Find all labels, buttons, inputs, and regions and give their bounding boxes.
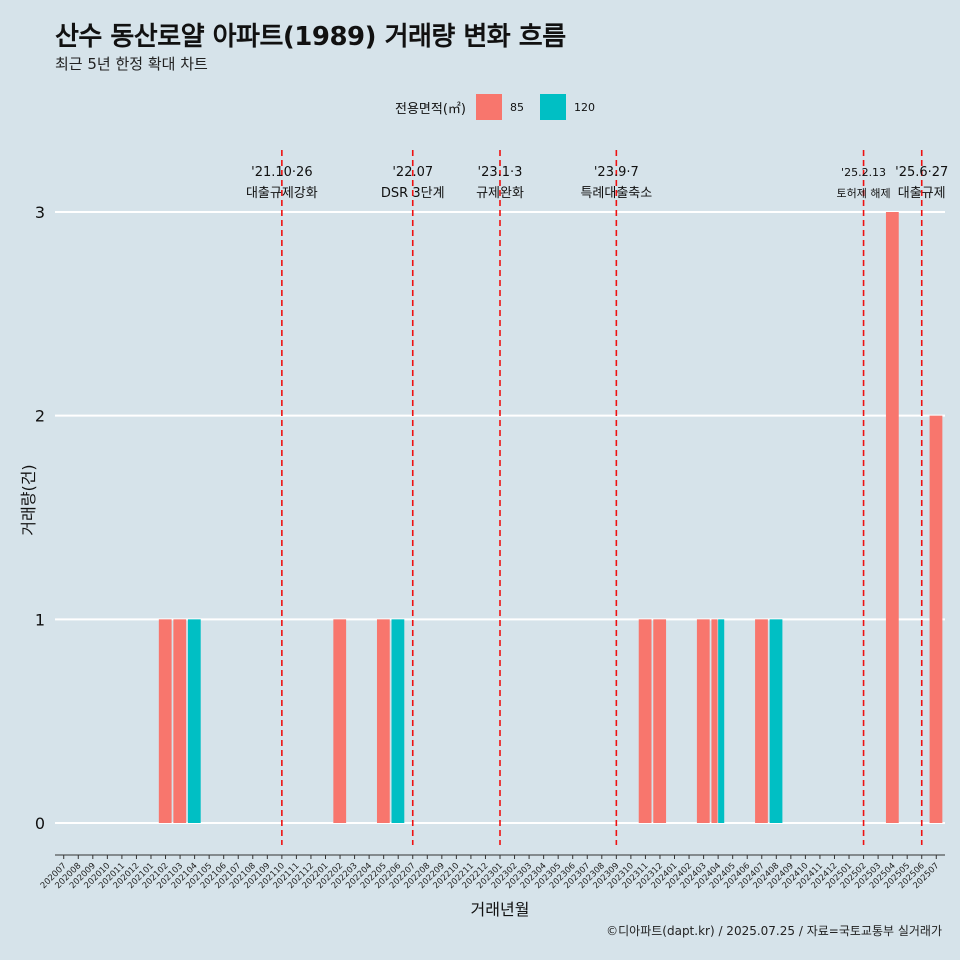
y-tick-label: 3 xyxy=(35,203,45,222)
event-date: '25.6·27 xyxy=(895,165,948,180)
legend-label-120: 120 xyxy=(573,100,595,114)
event-label: 특례대출축소 xyxy=(580,186,652,201)
bar xyxy=(885,212,899,823)
event-date: '23.1·3 xyxy=(478,165,523,180)
bar xyxy=(187,619,201,823)
bar xyxy=(653,619,667,823)
bar xyxy=(929,415,943,823)
legend-label-85: 85 xyxy=(509,100,524,114)
bar xyxy=(376,619,390,823)
bar xyxy=(638,619,652,823)
event-label: 대출규제 xyxy=(898,186,946,201)
event-label: DSR 3단계 xyxy=(381,186,445,201)
chart-subtitle: 최근 5년 한정 확대 차트 xyxy=(55,55,208,73)
y-axis-title: 거래량(건) xyxy=(19,464,38,535)
legend-key-120 xyxy=(539,94,566,120)
bar xyxy=(711,619,718,823)
y-tick-label: 0 xyxy=(35,814,45,833)
bar xyxy=(769,619,783,823)
event-date: '23.9·7 xyxy=(594,165,639,180)
y-tick-label: 1 xyxy=(35,610,45,629)
event-label: 대출규제강화 xyxy=(246,186,318,201)
bar xyxy=(158,619,172,823)
bar xyxy=(173,619,187,823)
legend: 전용면적(㎡) 85 120 xyxy=(395,94,611,120)
bar xyxy=(696,619,710,823)
event-label: 토허제 해제 xyxy=(837,186,891,200)
event-date: '22.07 xyxy=(392,165,433,180)
bar xyxy=(755,619,768,823)
event-label: 규제완화 xyxy=(476,186,524,201)
caption: ©디아파트(dapt.kr) / 2025.07.25 / 자료=국토교통부 실… xyxy=(606,924,942,938)
bar xyxy=(391,619,405,823)
event-date: '25.2.13 xyxy=(841,166,886,179)
chart-title: 산수 동산로얄 아파트(1989) 거래량 변화 흐름 xyxy=(55,22,566,52)
bar xyxy=(333,619,347,823)
x-axis-title: 거래년월 xyxy=(471,900,530,919)
bar xyxy=(718,619,725,823)
legend-title: 전용면적(㎡) xyxy=(395,101,466,117)
y-tick-label: 2 xyxy=(35,407,45,426)
legend-key-85 xyxy=(475,94,502,120)
event-date: '21.10·26 xyxy=(251,165,312,180)
